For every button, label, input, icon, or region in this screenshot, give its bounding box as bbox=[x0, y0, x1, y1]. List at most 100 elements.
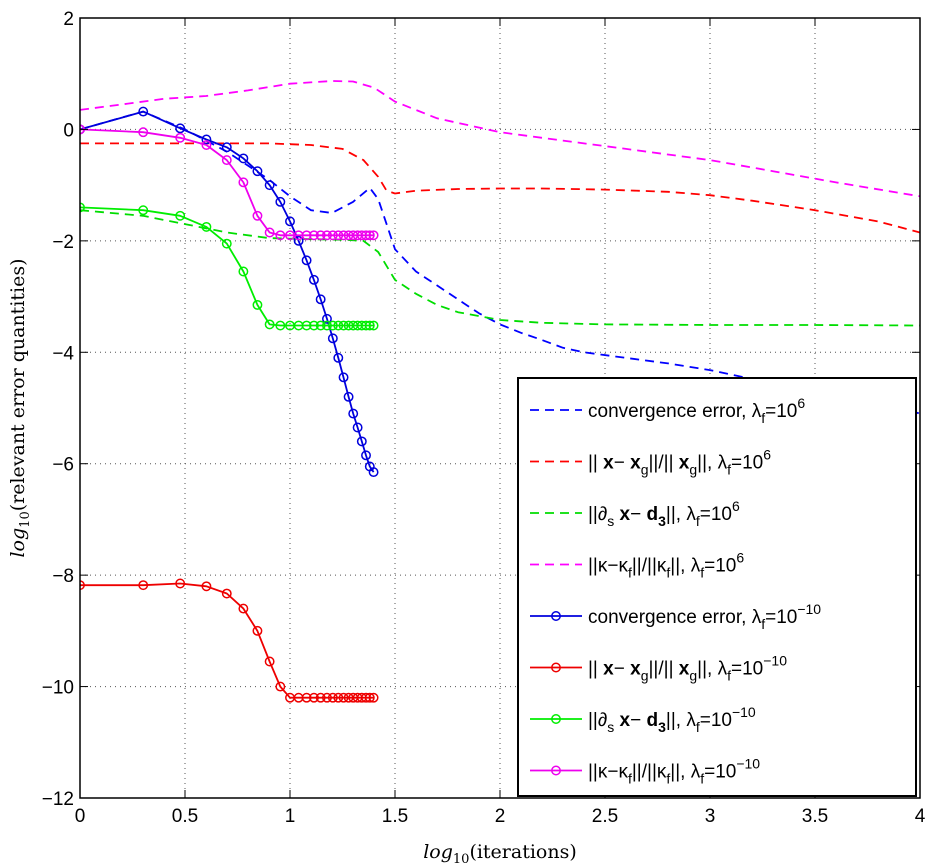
series-line bbox=[80, 142, 920, 234]
data-point bbox=[333, 230, 344, 241]
data-point bbox=[275, 196, 286, 207]
legend-entry: ||κ−κf||/||κf||, λf=10−10 bbox=[530, 756, 760, 787]
x-axis-label: log10(iterations) bbox=[423, 841, 577, 866]
data-point bbox=[201, 221, 212, 232]
legend-label: ||κ−κf||/||κf||, λf=106 bbox=[588, 550, 744, 581]
data-point bbox=[361, 230, 371, 241]
data-point bbox=[368, 320, 379, 331]
data-point bbox=[301, 230, 312, 241]
data-point bbox=[252, 210, 263, 221]
data-point bbox=[252, 299, 263, 310]
data-point bbox=[275, 681, 286, 692]
legend-label: convergence error, λf=106 bbox=[588, 395, 805, 426]
data-point bbox=[221, 142, 232, 153]
data-point bbox=[327, 692, 338, 703]
x-tick-label: 2.5 bbox=[592, 806, 618, 827]
data-point bbox=[338, 230, 349, 241]
x-tick-label: 0.5 bbox=[172, 806, 198, 827]
data-point bbox=[348, 408, 359, 419]
data-point bbox=[275, 320, 286, 331]
data-point bbox=[238, 603, 249, 614]
data-point bbox=[368, 467, 379, 478]
data-point bbox=[333, 692, 344, 703]
data-point bbox=[138, 580, 149, 591]
data-point bbox=[361, 692, 371, 703]
data-point bbox=[361, 320, 371, 331]
data-point bbox=[264, 319, 275, 330]
data-point bbox=[221, 588, 232, 599]
series-line bbox=[80, 110, 375, 473]
data-point bbox=[368, 692, 379, 703]
data-point bbox=[138, 127, 149, 138]
x-tick-label: 3 bbox=[705, 806, 716, 827]
x-tick-label: 0 bbox=[75, 806, 86, 827]
y-tick-label: 0 bbox=[63, 120, 74, 141]
data-point bbox=[322, 320, 332, 331]
x-tick-label: 3.5 bbox=[802, 806, 828, 827]
legend-marker bbox=[551, 662, 561, 673]
data-point bbox=[322, 692, 332, 703]
data-point bbox=[252, 166, 263, 177]
legend-box bbox=[517, 377, 917, 797]
y-tick-label: −6 bbox=[52, 455, 74, 476]
x-tick-label: 1.5 bbox=[382, 806, 408, 827]
data-point bbox=[308, 320, 319, 331]
data-point bbox=[364, 320, 375, 331]
data-point bbox=[238, 177, 249, 188]
data-point bbox=[327, 320, 338, 331]
data-point bbox=[285, 216, 295, 227]
legend-label: || x− xg||/|| xg||, λf=10−10 bbox=[588, 653, 787, 684]
data-point bbox=[356, 436, 367, 447]
data-point bbox=[175, 210, 186, 221]
data-point bbox=[308, 692, 319, 703]
data-point bbox=[327, 333, 338, 344]
y-tick-label: −8 bbox=[52, 566, 74, 587]
data-point bbox=[138, 205, 149, 216]
x-tick-label: 4 bbox=[915, 806, 926, 827]
data-point bbox=[352, 422, 363, 433]
data-point bbox=[221, 238, 232, 249]
series-line bbox=[80, 110, 920, 415]
data-point bbox=[322, 313, 332, 324]
data-point bbox=[364, 230, 375, 241]
data-point bbox=[201, 134, 212, 145]
tick-marks: 0 0.5 1 1.5 2 2.5 3 3.5 4 −12 −10 −8 −6 −4 −2 0 2 bbox=[42, 9, 926, 827]
y-tick-label: −2 bbox=[52, 232, 74, 253]
data-point bbox=[364, 692, 375, 703]
data-point bbox=[201, 140, 212, 150]
legend-marker bbox=[551, 611, 561, 621]
legend-entry: ||∂s x− d3||, λf=10−10 bbox=[530, 704, 756, 735]
data-point bbox=[327, 230, 338, 241]
legend: convergence error, λf=106 || x− xg||/|| x… bbox=[517, 377, 917, 797]
data-point bbox=[333, 352, 344, 363]
legend-entry: || x− xg||/|| xg||, λf=10−10 bbox=[530, 653, 787, 684]
legend-label: convergence error, λf=10−10 bbox=[588, 601, 821, 632]
data-point bbox=[293, 235, 304, 246]
data-point bbox=[308, 230, 319, 241]
data-point bbox=[338, 320, 349, 331]
series-line bbox=[80, 206, 374, 327]
y-tick-label: −10 bbox=[42, 678, 74, 699]
data-point bbox=[315, 692, 326, 703]
legend-entry: ||∂s x− d3||, λf=106 bbox=[530, 498, 740, 529]
data-point bbox=[322, 230, 332, 241]
data-point bbox=[238, 153, 249, 164]
series-line bbox=[80, 209, 920, 327]
y-tick-label: 2 bbox=[63, 9, 74, 30]
series-7 bbox=[80, 202, 379, 331]
series-5 bbox=[80, 106, 379, 478]
data-point bbox=[221, 155, 232, 166]
legend-label: ||κ−κf||/||κf||, λf=10−10 bbox=[588, 756, 760, 787]
y-tick-label: −12 bbox=[42, 789, 74, 810]
series-line bbox=[80, 128, 374, 237]
data-point bbox=[333, 320, 344, 331]
data-point bbox=[301, 255, 312, 266]
legend-entry: convergence error, λf=10−10 bbox=[530, 601, 821, 632]
series-6 bbox=[80, 578, 379, 703]
data-point bbox=[175, 132, 186, 143]
data-point bbox=[175, 578, 186, 589]
legend-entry: convergence error, λf=106 bbox=[530, 395, 805, 426]
y-tick-label: −4 bbox=[52, 343, 74, 364]
legend-marker bbox=[551, 714, 561, 724]
